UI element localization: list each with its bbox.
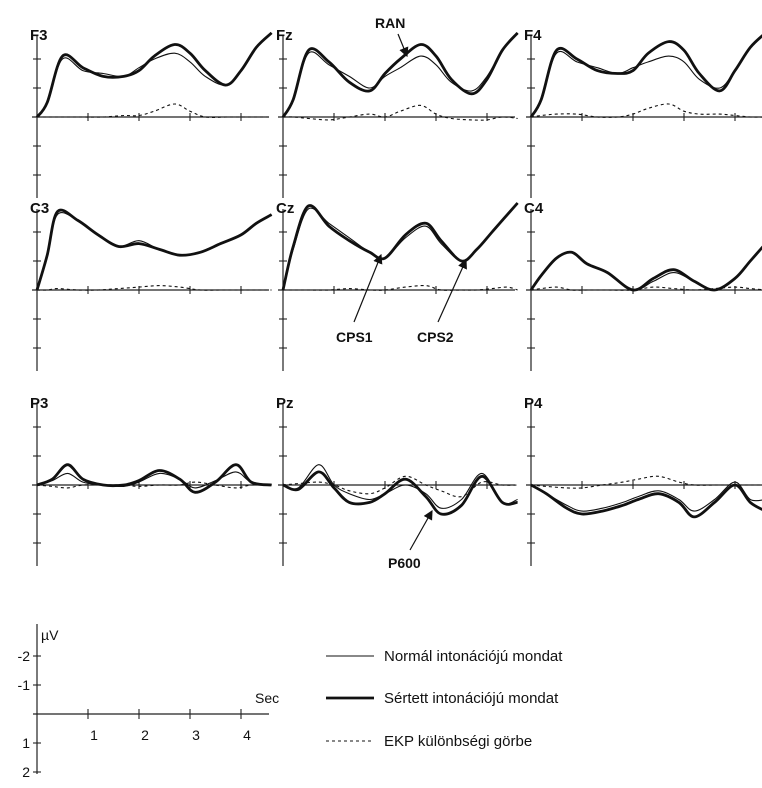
scale-x-tick-label: 2 bbox=[141, 727, 149, 743]
panel-p3: P3 bbox=[30, 395, 272, 566]
scale-key: -2 -1 1 2 1 2 3 4 µV Sec bbox=[18, 624, 279, 780]
electrode-label: C4 bbox=[524, 200, 544, 217]
panel-f3: F3 bbox=[30, 27, 273, 198]
annotation-arrow bbox=[437, 258, 467, 323]
electrode-label: P3 bbox=[30, 395, 48, 412]
series-violated bbox=[529, 34, 762, 118]
electrode-label: Cz bbox=[276, 200, 294, 217]
series-normal bbox=[530, 481, 762, 512]
series-violated bbox=[282, 470, 518, 516]
scale-y-unit: µV bbox=[41, 627, 59, 643]
series-normal bbox=[282, 464, 518, 509]
annotation-p600: P600 bbox=[388, 509, 433, 571]
series-normal bbox=[530, 35, 762, 118]
panel-c4: C4 bbox=[524, 200, 762, 371]
series-difference bbox=[283, 284, 518, 291]
erp-panels: F3 Fz F4 C3 Cz C4 P3 Pz P4 bbox=[30, 27, 762, 566]
panel-p4: P4 bbox=[524, 395, 762, 566]
series-violated bbox=[530, 483, 762, 519]
electrode-label: F3 bbox=[30, 27, 48, 44]
series-difference bbox=[530, 103, 762, 118]
series-normal bbox=[282, 32, 519, 118]
scale-x-tick-label: 4 bbox=[243, 727, 251, 743]
annotations: RAN CPS1 CPS2 P600 bbox=[336, 15, 467, 571]
panel-f4: F4 bbox=[524, 27, 762, 198]
legend-item-thin: Normál intonációjú mondat bbox=[326, 648, 563, 665]
series-difference bbox=[282, 104, 518, 121]
scale-y-tick-label: 1 bbox=[22, 735, 30, 751]
scale-x-unit: Sec bbox=[255, 690, 279, 706]
annotation-ran: RAN bbox=[375, 15, 409, 58]
legend-label: Sértett intonációjú mondat bbox=[384, 690, 559, 707]
annotation-cps2: CPS2 bbox=[417, 258, 467, 345]
series-difference bbox=[282, 475, 518, 498]
series-normal bbox=[36, 471, 272, 489]
electrode-label: P4 bbox=[524, 395, 543, 412]
series-violated bbox=[36, 463, 272, 494]
electrode-label: Pz bbox=[276, 395, 294, 412]
scale-y-tick-label: -2 bbox=[18, 648, 31, 664]
series-violated bbox=[281, 31, 519, 118]
scale-y-tick-label: 2 bbox=[22, 764, 30, 780]
panel-fz: Fz bbox=[276, 27, 519, 198]
scale-x-tick-label: 1 bbox=[90, 727, 98, 743]
series-violated bbox=[281, 202, 519, 291]
annotation-cps1: CPS1 bbox=[336, 253, 383, 345]
legend-item-dashed: EKP különbségi görbe bbox=[326, 733, 532, 750]
annotation-arrow bbox=[409, 509, 433, 551]
panel-c3: C3 bbox=[30, 200, 273, 371]
series-difference bbox=[37, 103, 272, 118]
scale-x-tick-label: 3 bbox=[192, 727, 200, 743]
annotation-label: RAN bbox=[375, 15, 405, 31]
series-violated bbox=[529, 245, 762, 292]
panel-pz: Pz bbox=[276, 395, 518, 566]
series-violated bbox=[35, 208, 273, 291]
electrode-label: C3 bbox=[30, 200, 49, 217]
annotation-label: P600 bbox=[388, 555, 421, 571]
series-violated bbox=[35, 31, 273, 118]
annotation-label: CPS1 bbox=[336, 329, 373, 345]
series-normal bbox=[36, 212, 272, 291]
panel-cz: Cz bbox=[276, 200, 519, 371]
electrode-label: Fz bbox=[276, 27, 293, 44]
annotation-arrow bbox=[353, 253, 383, 323]
legend-label: Normál intonációjú mondat bbox=[384, 648, 563, 665]
series-normal bbox=[282, 202, 519, 291]
series-difference bbox=[530, 286, 762, 291]
electrode-label: F4 bbox=[524, 27, 542, 44]
annotation-arrow bbox=[397, 33, 409, 58]
annotation-label: CPS2 bbox=[417, 329, 454, 345]
series-difference bbox=[36, 481, 272, 489]
legend: Normál intonációjú mondat Sértett intonác… bbox=[326, 648, 563, 750]
scale-y-tick-label: -1 bbox=[18, 677, 31, 693]
legend-item-thick: Sértett intonációjú mondat bbox=[326, 690, 559, 707]
legend-label: EKP különbségi görbe bbox=[384, 733, 532, 750]
